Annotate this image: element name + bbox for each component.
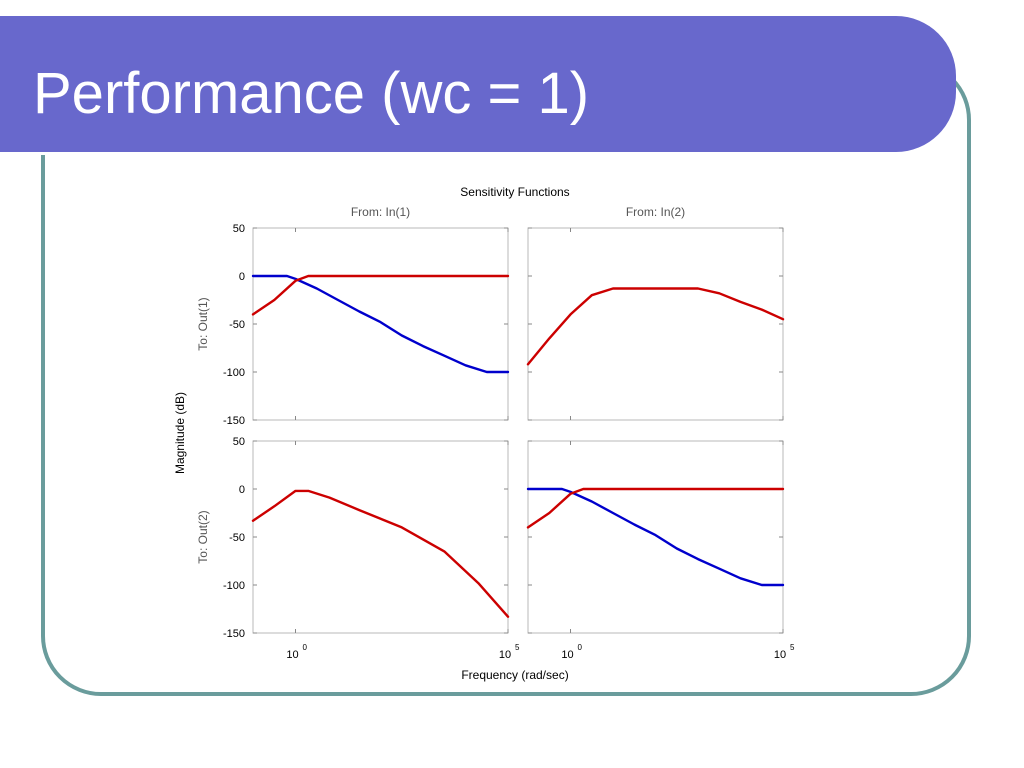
x-tick-exponent: 0 — [303, 643, 308, 652]
y-tick-label: -50 — [229, 319, 245, 331]
column-label: From: In(2) — [626, 205, 685, 219]
y-tick-label: -100 — [223, 580, 245, 592]
y-tick-label: 50 — [233, 223, 245, 235]
x-tick-label: 10 — [561, 649, 573, 661]
y-axis-label: Magnitude (dB) — [173, 392, 187, 474]
title-bar: Performance (wc = 1) — [0, 16, 956, 155]
y-tick-label: 0 — [239, 271, 245, 283]
x-axis-label: Frequency (rad/sec) — [461, 668, 568, 682]
row-label: To: Out(2) — [196, 510, 210, 563]
title-divider — [0, 152, 905, 155]
plot-panel — [527, 227, 784, 421]
series-line-blue — [526, 487, 785, 587]
series-line-red — [251, 274, 510, 316]
series-line-red — [251, 489, 510, 618]
y-tick-label: -100 — [223, 367, 245, 379]
x-tick-label: 10 — [499, 649, 511, 661]
plot-panel — [527, 440, 784, 634]
series-line-red — [526, 287, 785, 366]
chart-title: Sensitivity Functions — [460, 185, 569, 199]
x-tick-exponent: 5 — [790, 643, 795, 652]
x-tick-exponent: 0 — [578, 643, 583, 652]
column-label: From: In(1) — [351, 205, 410, 219]
row-label: To: Out(1) — [196, 297, 210, 350]
series-line-red — [526, 487, 785, 529]
y-tick-label: 0 — [239, 484, 245, 496]
series-line-blue — [251, 274, 510, 374]
plot-panel — [252, 227, 509, 421]
slide-title: Performance (wc = 1) — [33, 61, 590, 126]
y-tick-label: -150 — [223, 628, 245, 640]
x-tick-label: 10 — [774, 649, 786, 661]
x-tick-exponent: 5 — [515, 643, 520, 652]
x-tick-label: 10 — [286, 649, 298, 661]
y-tick-label: -50 — [229, 532, 245, 544]
y-tick-label: 50 — [233, 436, 245, 448]
plot-panel — [252, 440, 509, 634]
y-tick-label: -150 — [223, 415, 245, 427]
